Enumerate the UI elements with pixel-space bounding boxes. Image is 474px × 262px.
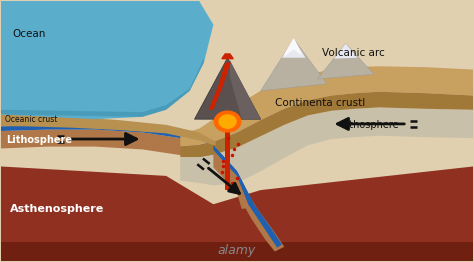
Polygon shape bbox=[180, 66, 474, 147]
Polygon shape bbox=[0, 58, 204, 117]
Polygon shape bbox=[284, 39, 301, 55]
Polygon shape bbox=[0, 1, 213, 119]
Polygon shape bbox=[222, 54, 233, 59]
Text: Lithosphere: Lithosphere bbox=[341, 120, 399, 130]
Polygon shape bbox=[261, 39, 327, 91]
Polygon shape bbox=[0, 114, 216, 145]
Text: Oceanic crust: Oceanic crust bbox=[5, 115, 58, 124]
Polygon shape bbox=[213, 150, 284, 252]
Polygon shape bbox=[180, 107, 474, 185]
Polygon shape bbox=[209, 62, 231, 110]
Text: Ocean: Ocean bbox=[12, 29, 46, 39]
Polygon shape bbox=[180, 92, 474, 157]
Text: alamy: alamy bbox=[218, 244, 256, 257]
Polygon shape bbox=[0, 242, 474, 261]
Text: Asthenosphere: Asthenosphere bbox=[10, 204, 104, 214]
Polygon shape bbox=[225, 131, 230, 190]
Polygon shape bbox=[334, 43, 357, 59]
Polygon shape bbox=[214, 111, 241, 132]
Polygon shape bbox=[194, 58, 261, 119]
Text: Volcanic arc: Volcanic arc bbox=[322, 48, 385, 58]
Polygon shape bbox=[0, 125, 254, 205]
Polygon shape bbox=[219, 115, 236, 128]
Polygon shape bbox=[0, 166, 474, 261]
Polygon shape bbox=[318, 43, 374, 79]
Polygon shape bbox=[0, 130, 256, 209]
Polygon shape bbox=[282, 39, 306, 58]
Text: Lithosphere: Lithosphere bbox=[6, 134, 73, 145]
Polygon shape bbox=[230, 60, 261, 119]
Polygon shape bbox=[213, 145, 282, 248]
Text: Continenta crustl: Continenta crustl bbox=[275, 98, 365, 108]
